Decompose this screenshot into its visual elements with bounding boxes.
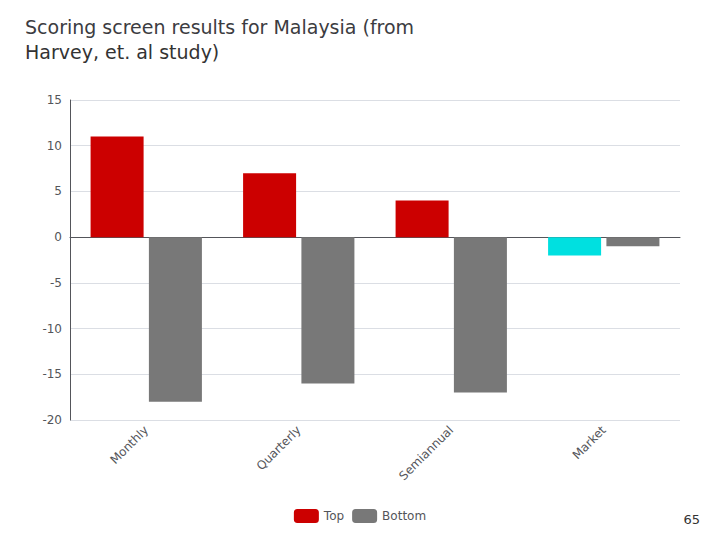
svg-text:Bottom: Bottom [382, 509, 426, 523]
svg-text:5: 5 [54, 184, 62, 198]
svg-text:Monthly: Monthly [107, 423, 151, 467]
svg-text:-10: -10 [42, 322, 62, 336]
svg-text:Harvey, et. al study): Harvey, et. al study) [25, 41, 219, 63]
svg-text:Semiannual: Semiannual [396, 423, 456, 483]
svg-text:15: 15 [47, 93, 62, 107]
svg-text:-15: -15 [42, 367, 62, 381]
svg-text:Quarterly: Quarterly [254, 423, 304, 473]
svg-text:Market: Market [570, 423, 609, 462]
svg-text:0: 0 [54, 230, 62, 244]
svg-text:Top: Top [323, 509, 344, 523]
svg-text:10: 10 [47, 139, 62, 153]
svg-text:Scoring screen results for Mal: Scoring screen results for Malaysia (fro… [25, 16, 414, 38]
svg-text:-5: -5 [50, 276, 62, 290]
svg-text:-20: -20 [42, 413, 62, 427]
svg-text:65: 65 [683, 512, 700, 527]
